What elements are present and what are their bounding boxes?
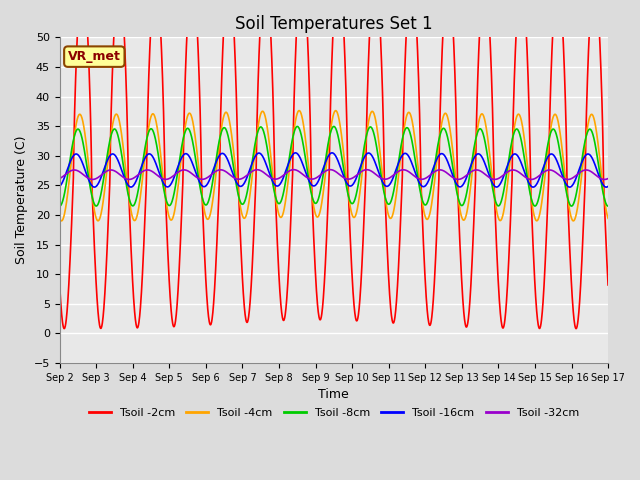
Tsoil -4cm xyxy=(209,199,216,204)
Tsoil -2cm xyxy=(362,172,369,178)
Tsoil -8cm xyxy=(56,203,63,209)
X-axis label: Time: Time xyxy=(319,388,349,401)
Tsoil -4cm xyxy=(295,108,303,113)
Line: Tsoil -32cm: Tsoil -32cm xyxy=(60,169,608,180)
Tsoil -32cm xyxy=(56,176,63,181)
Y-axis label: Soil Temperature (C): Soil Temperature (C) xyxy=(15,136,28,264)
Tsoil -32cm xyxy=(326,167,334,172)
Tsoil -4cm xyxy=(493,211,501,217)
Line: Tsoil -8cm: Tsoil -8cm xyxy=(60,126,608,206)
Tsoil -32cm xyxy=(601,177,609,182)
Tsoil -16cm xyxy=(56,183,63,189)
Line: Tsoil -2cm: Tsoil -2cm xyxy=(60,0,608,329)
Tsoil -16cm xyxy=(493,184,501,190)
Tsoil -16cm xyxy=(572,178,579,183)
Tsoil -32cm xyxy=(556,173,564,179)
Tsoil -2cm xyxy=(572,324,579,329)
Tsoil -4cm xyxy=(362,138,369,144)
Tsoil -16cm xyxy=(328,150,336,156)
Tsoil -4cm xyxy=(56,216,63,221)
Tsoil -8cm xyxy=(604,203,612,209)
Tsoil -16cm xyxy=(350,180,358,186)
Tsoil -4cm xyxy=(572,215,579,221)
Tsoil -4cm xyxy=(570,218,577,224)
Tsoil -2cm xyxy=(56,282,63,288)
Tsoil -8cm xyxy=(294,123,301,129)
Tsoil -8cm xyxy=(493,203,501,208)
Tsoil -8cm xyxy=(362,136,369,142)
Tsoil -2cm xyxy=(572,326,580,332)
Text: VR_met: VR_met xyxy=(68,50,121,63)
Tsoil -16cm xyxy=(604,183,612,189)
Tsoil -8cm xyxy=(572,196,579,202)
Tsoil -32cm xyxy=(493,176,501,182)
Tsoil -4cm xyxy=(350,215,358,220)
Tsoil -2cm xyxy=(350,300,358,305)
Tsoil -2cm xyxy=(493,260,501,266)
Tsoil -2cm xyxy=(209,312,216,318)
Line: Tsoil -16cm: Tsoil -16cm xyxy=(60,153,608,187)
Tsoil -4cm xyxy=(604,216,612,221)
Line: Tsoil -4cm: Tsoil -4cm xyxy=(60,110,608,221)
Legend: Tsoil -2cm, Tsoil -4cm, Tsoil -8cm, Tsoil -16cm, Tsoil -32cm: Tsoil -2cm, Tsoil -4cm, Tsoil -8cm, Tsoi… xyxy=(84,404,584,422)
Tsoil -32cm xyxy=(209,171,216,177)
Tsoil -4cm xyxy=(556,128,564,134)
Tsoil -2cm xyxy=(604,282,612,288)
Tsoil -32cm xyxy=(572,173,579,179)
Tsoil -16cm xyxy=(209,169,216,175)
Tsoil -32cm xyxy=(362,167,369,173)
Tsoil -16cm xyxy=(362,152,369,158)
Tsoil -32cm xyxy=(604,176,612,181)
Tsoil -8cm xyxy=(350,199,358,205)
Tsoil -8cm xyxy=(556,148,564,154)
Tsoil -16cm xyxy=(602,184,610,190)
Tsoil -16cm xyxy=(556,166,564,171)
Tsoil -32cm xyxy=(350,174,358,180)
Tsoil -8cm xyxy=(209,180,216,185)
Title: Soil Temperatures Set 1: Soil Temperatures Set 1 xyxy=(235,15,433,33)
